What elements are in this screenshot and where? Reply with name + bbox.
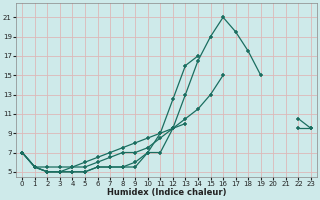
X-axis label: Humidex (Indice chaleur): Humidex (Indice chaleur) [107,188,226,197]
